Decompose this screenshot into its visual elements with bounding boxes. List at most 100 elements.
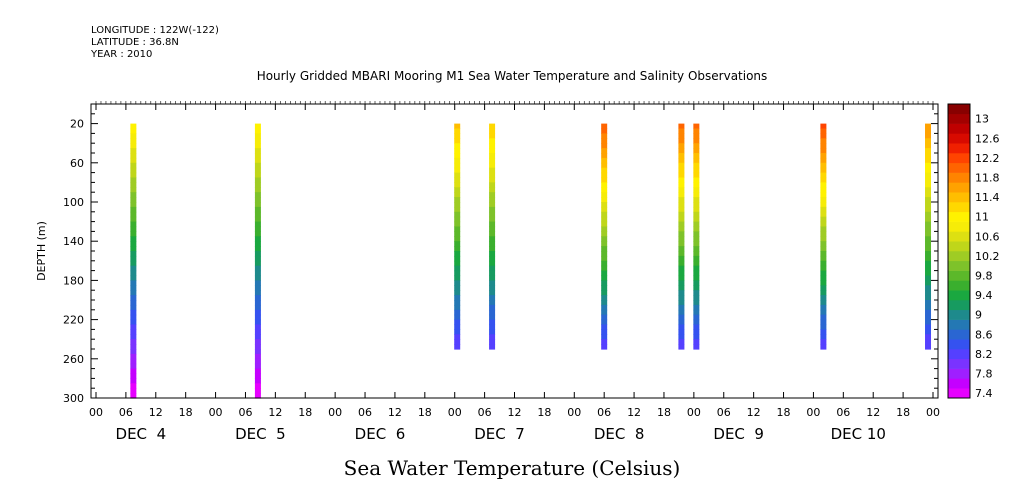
temperature-cell bbox=[820, 133, 827, 139]
temperature-cell bbox=[820, 167, 827, 174]
temperature-cell bbox=[254, 211, 261, 218]
temperature-cell bbox=[820, 309, 827, 316]
colorbar-cell bbox=[948, 378, 970, 389]
temperature-cell bbox=[454, 182, 461, 188]
temperature-cell bbox=[130, 344, 137, 350]
temperature-cell bbox=[254, 246, 261, 252]
temperature-cell bbox=[820, 236, 827, 242]
temperature-cell bbox=[820, 260, 827, 267]
temperature-cell bbox=[820, 285, 827, 291]
x-tick-label: 06 bbox=[358, 406, 372, 419]
temperature-cell bbox=[254, 206, 261, 213]
temperature-cell bbox=[254, 368, 261, 375]
colorbar-tick-label: 10.6 bbox=[975, 230, 1000, 243]
temperature-cell bbox=[254, 157, 261, 164]
temperature-cell bbox=[454, 172, 461, 179]
temperature-cell bbox=[693, 167, 700, 174]
temperature-cell bbox=[925, 309, 932, 316]
x-tick-label: 00 bbox=[209, 406, 223, 419]
temperature-cell bbox=[601, 251, 608, 257]
colorbar-cell bbox=[948, 280, 970, 291]
temperature-cell bbox=[820, 187, 827, 193]
colorbar-cell bbox=[948, 241, 970, 252]
temperature-cell bbox=[130, 280, 137, 286]
y-tick-label: 220 bbox=[63, 314, 84, 327]
temperature-cell bbox=[130, 143, 137, 149]
temperature-cell bbox=[678, 192, 685, 198]
temperature-cell bbox=[925, 300, 932, 306]
temperature-cell bbox=[454, 260, 461, 267]
temperature-cell bbox=[925, 295, 932, 301]
temperature-cell bbox=[820, 251, 827, 257]
temperature-cell bbox=[130, 192, 137, 198]
temperature-cell bbox=[489, 172, 496, 179]
temperature-cell bbox=[601, 133, 608, 139]
temperature-cell bbox=[678, 241, 685, 247]
colorbar-label: Sea Water Temperature (Celsius) bbox=[344, 456, 681, 480]
temperature-cell bbox=[678, 246, 685, 252]
temperature-cell bbox=[820, 202, 827, 208]
temperature-cell bbox=[601, 128, 608, 134]
temperature-cell bbox=[489, 241, 496, 247]
temperature-cell bbox=[678, 275, 685, 281]
temperature-cell bbox=[820, 255, 827, 262]
temperature-cell bbox=[678, 324, 685, 330]
temperature-cell bbox=[693, 241, 700, 247]
temperature-profile-strip bbox=[254, 123, 261, 399]
temperature-cell bbox=[820, 123, 827, 130]
temperature-cell bbox=[678, 255, 685, 262]
colorbar-cell bbox=[948, 251, 970, 262]
temperature-cell bbox=[489, 197, 496, 203]
temperature-cell bbox=[489, 280, 496, 286]
temperature-cell bbox=[678, 172, 685, 179]
temperature-cell bbox=[678, 133, 685, 139]
temperature-cell bbox=[489, 265, 496, 272]
temperature-cell bbox=[489, 290, 496, 296]
x-day-label: DEC 10 bbox=[831, 425, 886, 443]
temperature-cell bbox=[130, 265, 137, 272]
temperature-cell bbox=[601, 221, 608, 228]
temperature-cell bbox=[678, 138, 685, 144]
temperature-cell bbox=[601, 255, 608, 262]
colorbar-cell bbox=[948, 231, 970, 242]
temperature-cell bbox=[820, 177, 827, 183]
temperature-cell bbox=[130, 187, 137, 193]
temperature-cell bbox=[820, 295, 827, 301]
x-tick-label: 18 bbox=[298, 406, 312, 419]
temperature-cell bbox=[693, 226, 700, 232]
temperature-cell bbox=[254, 393, 261, 399]
temperature-profile-strip bbox=[130, 123, 137, 399]
colorbar-tick-label: 8.6 bbox=[975, 328, 993, 341]
temperature-cell bbox=[454, 334, 461, 340]
temperature-cell bbox=[454, 241, 461, 247]
temperature-cell bbox=[678, 206, 685, 213]
temperature-cell bbox=[925, 172, 932, 179]
temperature-cell bbox=[925, 187, 932, 193]
colorbar-tick-label: 11.4 bbox=[975, 191, 1000, 204]
temperature-cell bbox=[454, 265, 461, 272]
temperature-cell bbox=[254, 334, 261, 340]
x-day-label: DEC 6 bbox=[355, 425, 406, 443]
y-tick-label: 60 bbox=[70, 157, 84, 170]
temperature-cell bbox=[130, 393, 137, 399]
temperature-cell bbox=[678, 251, 685, 257]
temperature-cell bbox=[693, 251, 700, 257]
temperature-profile-strip bbox=[925, 123, 932, 350]
colorbar-cell bbox=[948, 309, 970, 320]
temperature-cell bbox=[925, 339, 932, 345]
temperature-cell bbox=[925, 270, 932, 277]
temperature-cell bbox=[693, 197, 700, 203]
temperature-cell bbox=[130, 353, 137, 360]
temperature-cell bbox=[454, 324, 461, 330]
temperature-cell bbox=[130, 368, 137, 375]
temperature-cell bbox=[254, 265, 261, 272]
temperature-cell bbox=[693, 314, 700, 321]
temperature-cell bbox=[254, 162, 261, 169]
temperature-cell bbox=[601, 211, 608, 218]
colorbar-tick-label: 9.8 bbox=[975, 270, 993, 283]
colorbar-cell bbox=[948, 182, 970, 193]
temperature-cell bbox=[601, 138, 608, 144]
temperature-cell bbox=[489, 300, 496, 306]
temperature-cell bbox=[820, 324, 827, 330]
